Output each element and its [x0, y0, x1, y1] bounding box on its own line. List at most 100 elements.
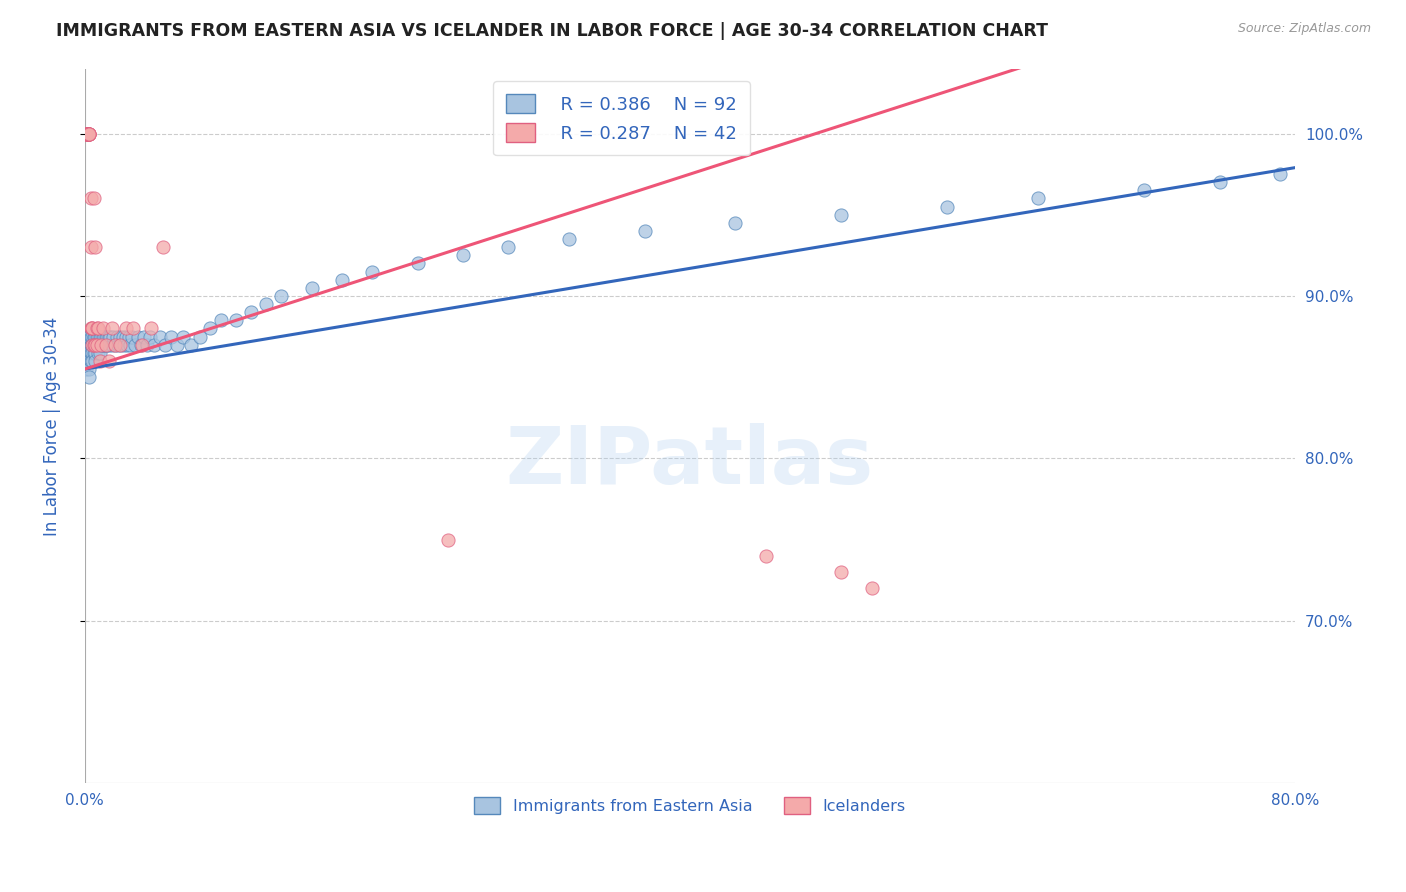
Point — [240, 305, 263, 319]
Point — [124, 337, 146, 351]
Point — [76, 127, 98, 141]
Point — [132, 329, 155, 343]
Point — [77, 362, 100, 376]
Point — [860, 582, 883, 596]
Point — [75, 362, 97, 376]
Point — [82, 321, 104, 335]
Point — [84, 346, 107, 360]
Point — [270, 289, 292, 303]
Point — [103, 329, 125, 343]
Point — [84, 354, 107, 368]
Point — [129, 337, 152, 351]
Point — [90, 337, 112, 351]
Point — [82, 354, 104, 368]
Point — [93, 337, 115, 351]
Point — [108, 329, 131, 343]
Point — [82, 329, 104, 343]
Point — [131, 337, 153, 351]
Point — [160, 329, 183, 343]
Text: ZIPatlas: ZIPatlas — [506, 423, 875, 500]
Point — [94, 329, 117, 343]
Point — [152, 240, 174, 254]
Point — [188, 329, 211, 343]
Point — [76, 127, 98, 141]
Point — [76, 329, 98, 343]
Point — [122, 321, 145, 335]
Point — [89, 337, 111, 351]
Point — [87, 321, 110, 335]
Point — [127, 329, 149, 343]
Point — [301, 281, 323, 295]
Point — [936, 200, 959, 214]
Point — [121, 329, 143, 343]
Point — [86, 329, 108, 343]
Point — [83, 329, 105, 343]
Point — [82, 321, 104, 335]
Point — [115, 337, 138, 351]
Point — [76, 346, 98, 360]
Point — [139, 329, 162, 343]
Point — [84, 329, 107, 343]
Point — [80, 329, 103, 343]
Point — [406, 256, 429, 270]
Point — [86, 337, 108, 351]
Point — [100, 329, 122, 343]
Point — [80, 346, 103, 360]
Point — [75, 127, 97, 141]
Point — [77, 354, 100, 368]
Point — [1208, 175, 1230, 189]
Point — [75, 127, 97, 141]
Point — [80, 192, 103, 206]
Point — [437, 533, 460, 547]
Point — [724, 216, 747, 230]
Point — [111, 329, 134, 343]
Point — [114, 321, 136, 335]
Point — [101, 337, 124, 351]
Point — [82, 346, 104, 360]
Point — [77, 127, 100, 141]
Point — [110, 337, 132, 351]
Text: IMMIGRANTS FROM EASTERN ASIA VS ICELANDER IN LABOR FORCE | AGE 30-34 CORRELATION: IMMIGRANTS FROM EASTERN ASIA VS ICELANDE… — [56, 22, 1049, 40]
Point — [209, 313, 232, 327]
Legend: Immigrants from Eastern Asia, Icelanders: Immigrants from Eastern Asia, Icelanders — [463, 786, 917, 825]
Point — [117, 329, 139, 343]
Point — [89, 346, 111, 360]
Point — [97, 337, 120, 351]
Point — [104, 337, 127, 351]
Point — [83, 329, 105, 343]
Point — [83, 337, 105, 351]
Point — [1268, 167, 1291, 181]
Point — [82, 337, 104, 351]
Point — [451, 248, 474, 262]
Point — [143, 337, 166, 351]
Point — [135, 337, 157, 351]
Point — [200, 321, 222, 335]
Point — [180, 337, 202, 351]
Point — [149, 329, 172, 343]
Point — [93, 329, 115, 343]
Point — [330, 273, 353, 287]
Point — [87, 337, 110, 351]
Point — [830, 208, 852, 222]
Point — [498, 240, 520, 254]
Point — [108, 337, 131, 351]
Text: Source: ZipAtlas.com: Source: ZipAtlas.com — [1237, 22, 1371, 36]
Point — [77, 127, 100, 141]
Point — [107, 337, 129, 351]
Point — [91, 337, 114, 351]
Point — [90, 329, 112, 343]
Point — [80, 240, 103, 254]
Point — [104, 337, 127, 351]
Point — [830, 565, 852, 579]
Point — [77, 127, 100, 141]
Point — [86, 337, 108, 351]
Point — [89, 329, 111, 343]
Point — [225, 313, 247, 327]
Y-axis label: In Labor Force | Age 30-34: In Labor Force | Age 30-34 — [44, 317, 60, 535]
Point — [84, 337, 107, 351]
Point — [77, 127, 100, 141]
Point — [94, 337, 117, 351]
Point — [96, 337, 118, 351]
Point — [166, 337, 188, 351]
Point — [558, 232, 581, 246]
